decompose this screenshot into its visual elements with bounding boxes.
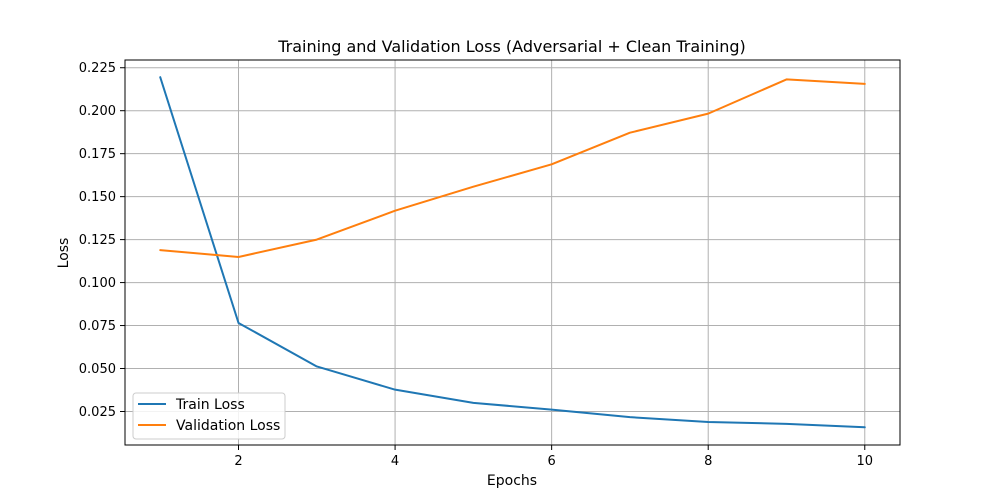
y-tick-label: 0.125: [79, 233, 116, 248]
x-tick-label: 6: [548, 454, 556, 469]
plot-frame: [124, 59, 901, 446]
x-tick-label: 2: [234, 454, 242, 469]
x-tick-label: 8: [704, 454, 712, 469]
y-tick-label: 0.050: [79, 362, 116, 377]
legend-label-validation-loss: Validation Loss: [176, 418, 280, 434]
chart-title: Training and Validation Loss (Adversaria…: [277, 37, 746, 56]
x-tick-label: 4: [391, 454, 399, 469]
series-lines: [159, 76, 866, 429]
y-tick-label: 0.025: [79, 405, 116, 420]
y-tick-label: 0.075: [79, 319, 116, 334]
y-tick-label: 0.150: [79, 190, 116, 205]
axis-ticks: 2 4 6 8 10 0.025 0.050 0.075 0.100 0.125 0.150 0.17…: [79, 61, 873, 469]
legend: Train Loss Validation Loss: [132, 392, 286, 440]
y-tick-label: 0.175: [79, 147, 116, 162]
y-tick-label: 0.200: [79, 104, 116, 119]
series-line-validation-loss: [159, 78, 866, 258]
y-tick-label: 0.225: [79, 61, 116, 76]
legend-label-train-loss: Train Loss: [175, 397, 245, 413]
legend-box: [132, 392, 286, 440]
y-axis-label: Loss: [56, 238, 72, 269]
grid: [125, 60, 900, 445]
series-line-train-loss: [159, 76, 866, 429]
x-axis-label: Epochs: [487, 473, 537, 489]
y-tick-label: 0.100: [79, 276, 116, 291]
x-tick-label: 10: [856, 454, 873, 469]
